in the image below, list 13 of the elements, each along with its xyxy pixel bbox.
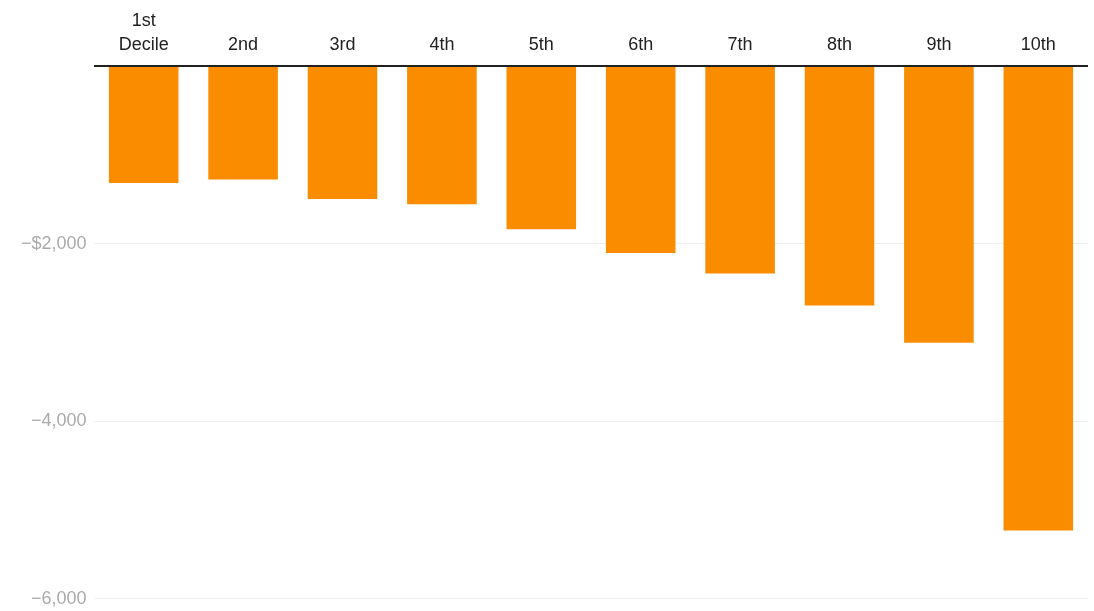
y-tick-label: −$2,000 <box>20 232 87 253</box>
y-tick-label: −6,000 <box>30 587 87 608</box>
x-tick-label: 9th <box>926 34 952 54</box>
x-tick-label: 7th <box>727 34 753 54</box>
x-tick-label: 2nd <box>228 34 259 54</box>
x-tick-label: 5th <box>528 34 554 54</box>
x-tick-label: 3rd <box>329 34 356 54</box>
y-tick-label: −4,000 <box>30 410 87 431</box>
x-tick-label: 8th <box>826 34 853 54</box>
x-tick-label: 4th <box>429 34 455 54</box>
x-tick-label: 1st Decile <box>118 10 169 54</box>
x-tick-label: 10th <box>1020 34 1056 54</box>
x-tick-label: 6th <box>628 34 654 54</box>
